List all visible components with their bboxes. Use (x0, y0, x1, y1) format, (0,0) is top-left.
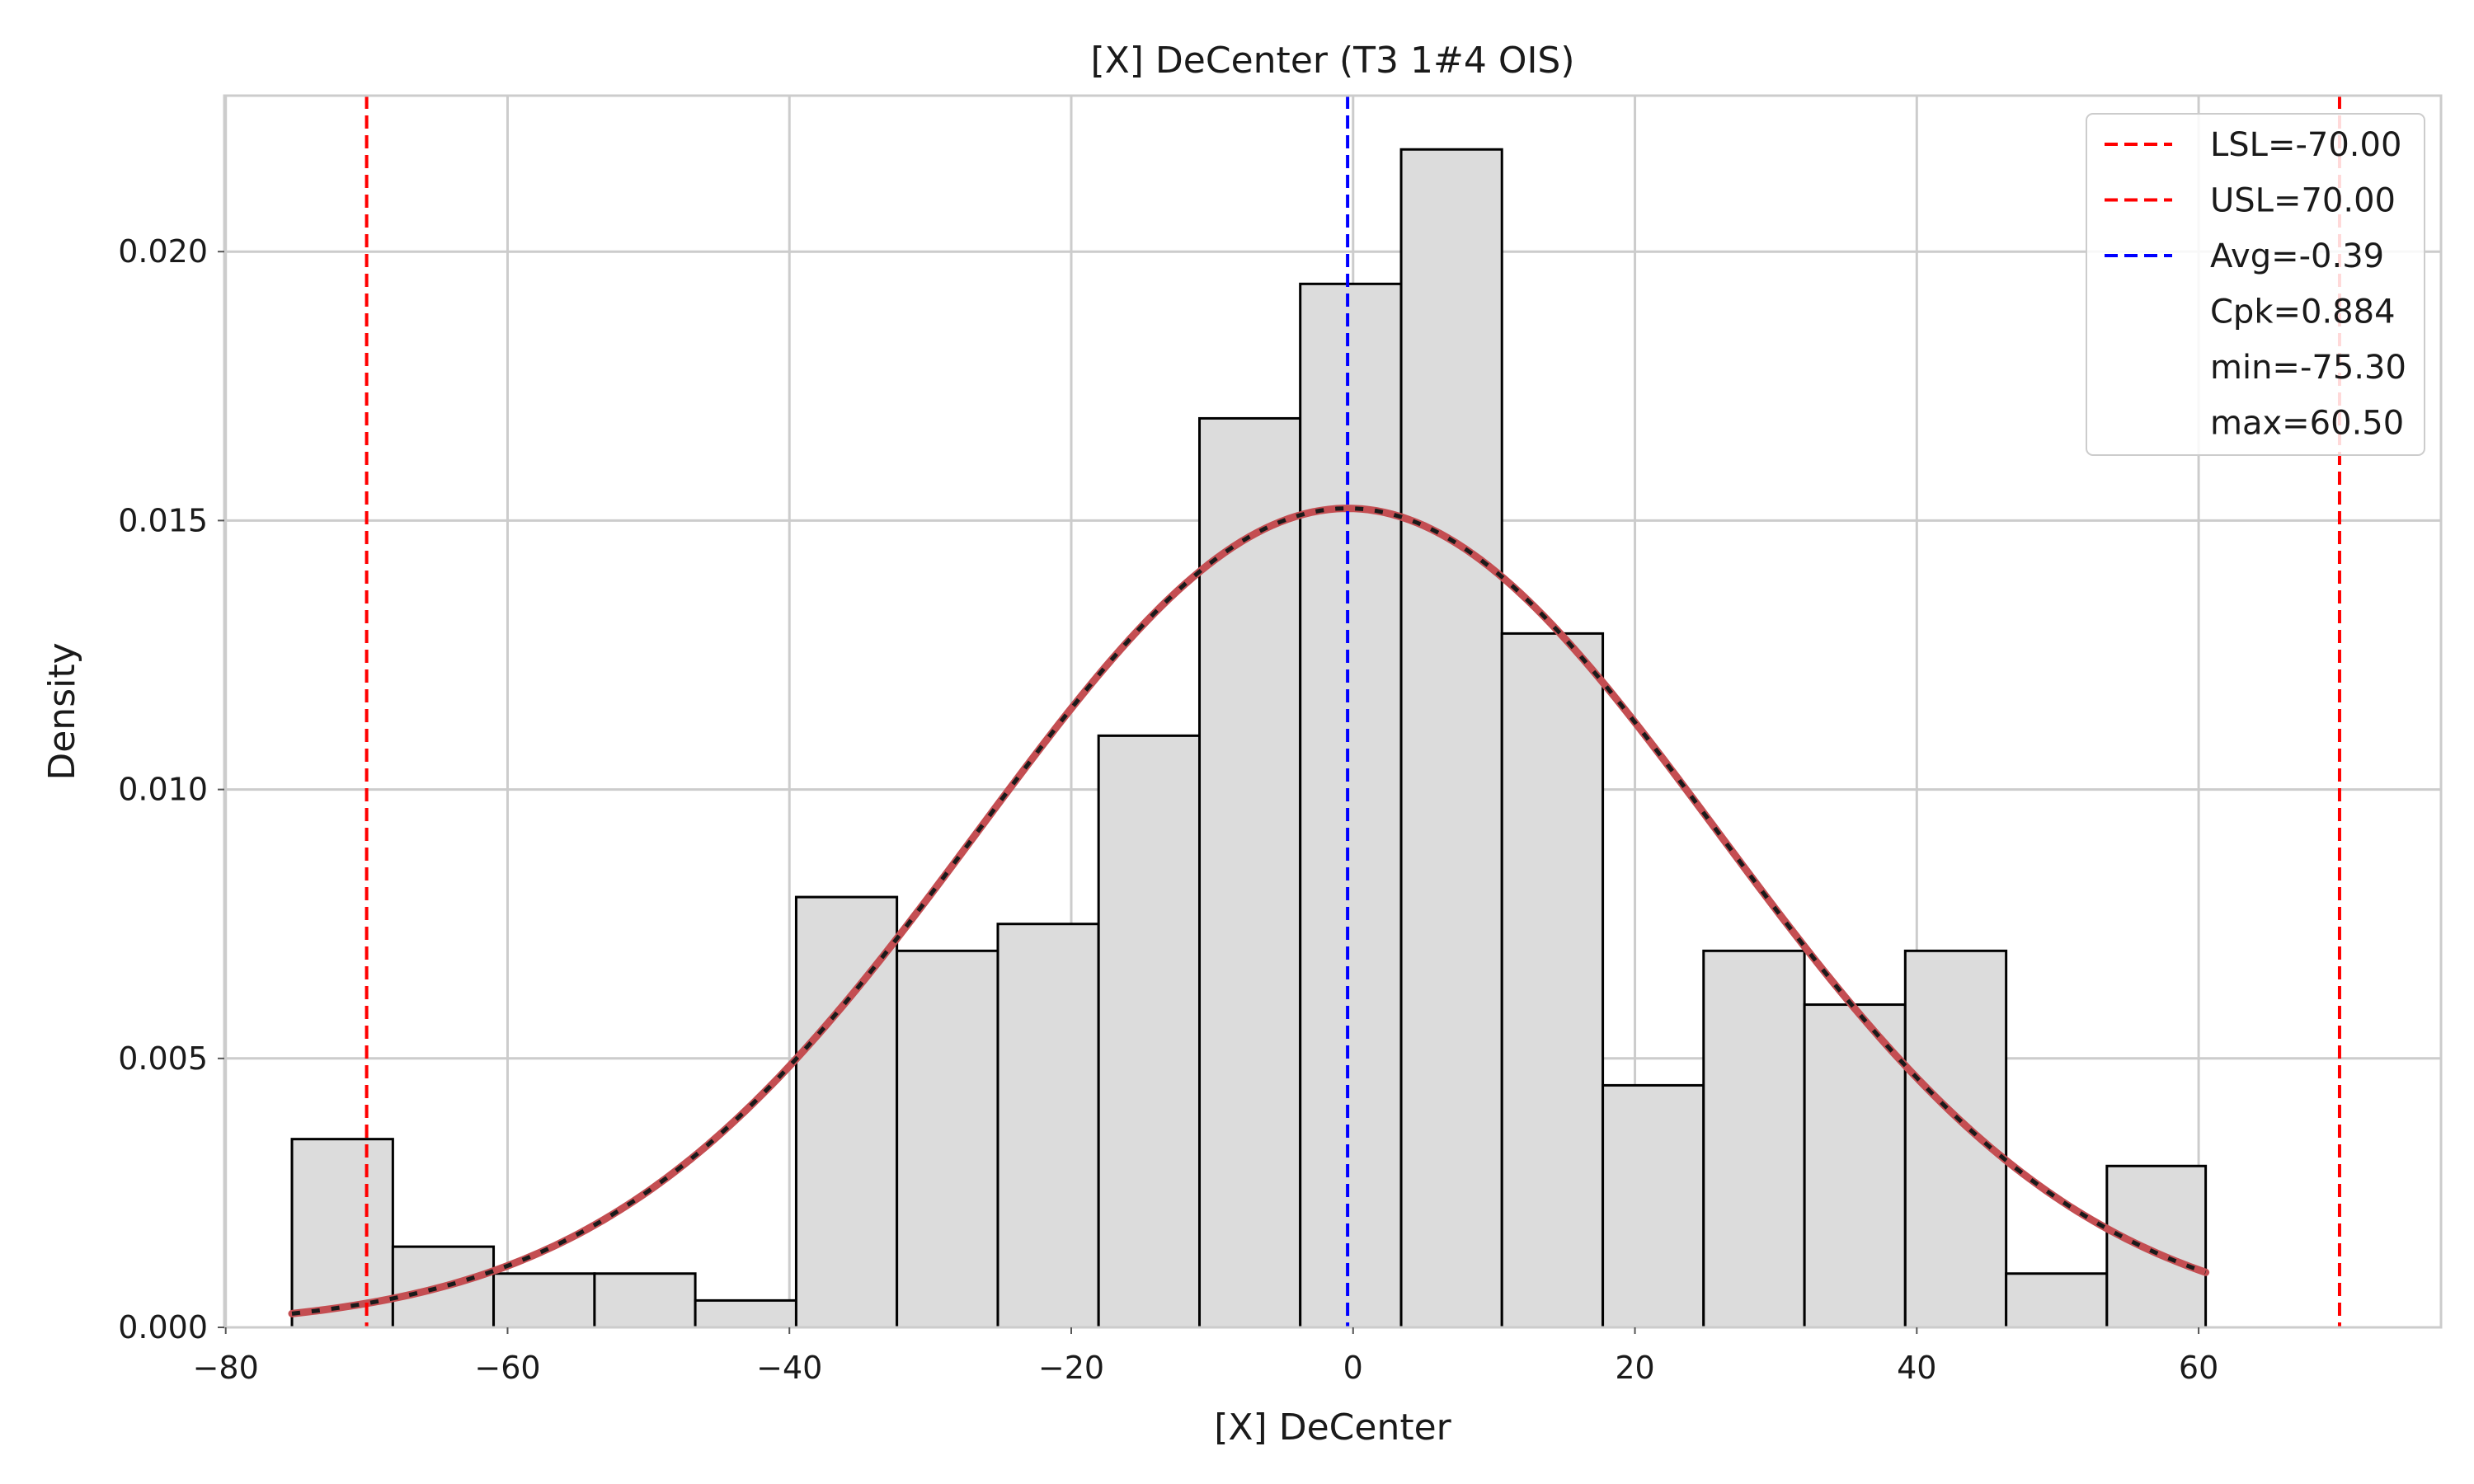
legend-label: LSL=-70.00 (2210, 126, 2401, 164)
x-tick-label: 40 (1897, 1350, 1936, 1386)
legend-label: Avg=-0.39 (2210, 237, 2384, 275)
normal-fit-curve (288, 505, 2210, 1317)
histogram-bar (593, 1272, 697, 1329)
histogram-bar (1198, 416, 1302, 1329)
x-tick-label: 20 (1615, 1350, 1654, 1386)
histogram-bar (996, 923, 1100, 1329)
x-tick-label: 60 (2179, 1350, 2218, 1386)
histogram-bar (1702, 949, 1806, 1329)
plot-frame (223, 94, 2443, 1329)
histogram-bar (2105, 1164, 2208, 1329)
histogram-bar (896, 949, 999, 1329)
x-tick-label: −20 (1038, 1350, 1104, 1386)
legend-label: min=-75.30 (2210, 349, 2406, 387)
chart-title: [X] DeCenter (T3 1#4 OIS) (1090, 40, 1574, 82)
legend-label: Cpk=0.884 (2210, 294, 2396, 331)
x-tick-label: −80 (193, 1350, 259, 1386)
legend: LSL=-70.00 USL=70.00 Avg=-0.39 Cpk=0.884 min… (2086, 113, 2425, 456)
y-tick-label: 0.005 (118, 1040, 208, 1077)
y-tick-label: 0.010 (118, 772, 208, 808)
histogram-bar (1399, 148, 1503, 1329)
fit-curve-dashed-overlay (291, 506, 2207, 1316)
histogram-bar (694, 1298, 797, 1329)
legend-label: USL=70.00 (2210, 182, 2396, 220)
legend-entries: LSL=-70.00 USL=70.00 Avg=-0.39 Cpk=0.884 min… (2105, 126, 2406, 443)
y-axis-ticks: 0.000 0.005 0.010 0.015 0.020 (118, 233, 224, 1345)
y-axis-label: Density (41, 642, 83, 780)
histogram-bar (1903, 949, 2008, 1329)
histogram-bar (290, 1138, 394, 1329)
histogram-bars (290, 148, 2208, 1329)
histogram-bar (1602, 1083, 1705, 1329)
y-tick-label: 0.015 (118, 502, 208, 538)
x-axis-ticks: −80 −60 −40 −20 0 20 40 60 (193, 1327, 2218, 1386)
x-tick-label: 0 (1343, 1350, 1363, 1386)
x-tick-label: −60 (474, 1350, 540, 1386)
histogram-bar (1299, 282, 1403, 1329)
y-tick-label: 0.020 (118, 233, 208, 270)
histogram-bar (2005, 1272, 2109, 1329)
x-tick-label: −40 (756, 1350, 822, 1386)
plot-area (223, 94, 2443, 1329)
x-axis-label: [X] DeCenter (1214, 1407, 1451, 1449)
histogram-bar (1097, 734, 1202, 1329)
legend-label: max=60.50 (2210, 405, 2404, 443)
histogram-bar (492, 1272, 596, 1329)
y-tick-label: 0.000 (118, 1309, 208, 1345)
histogram-bar (1500, 632, 1605, 1329)
